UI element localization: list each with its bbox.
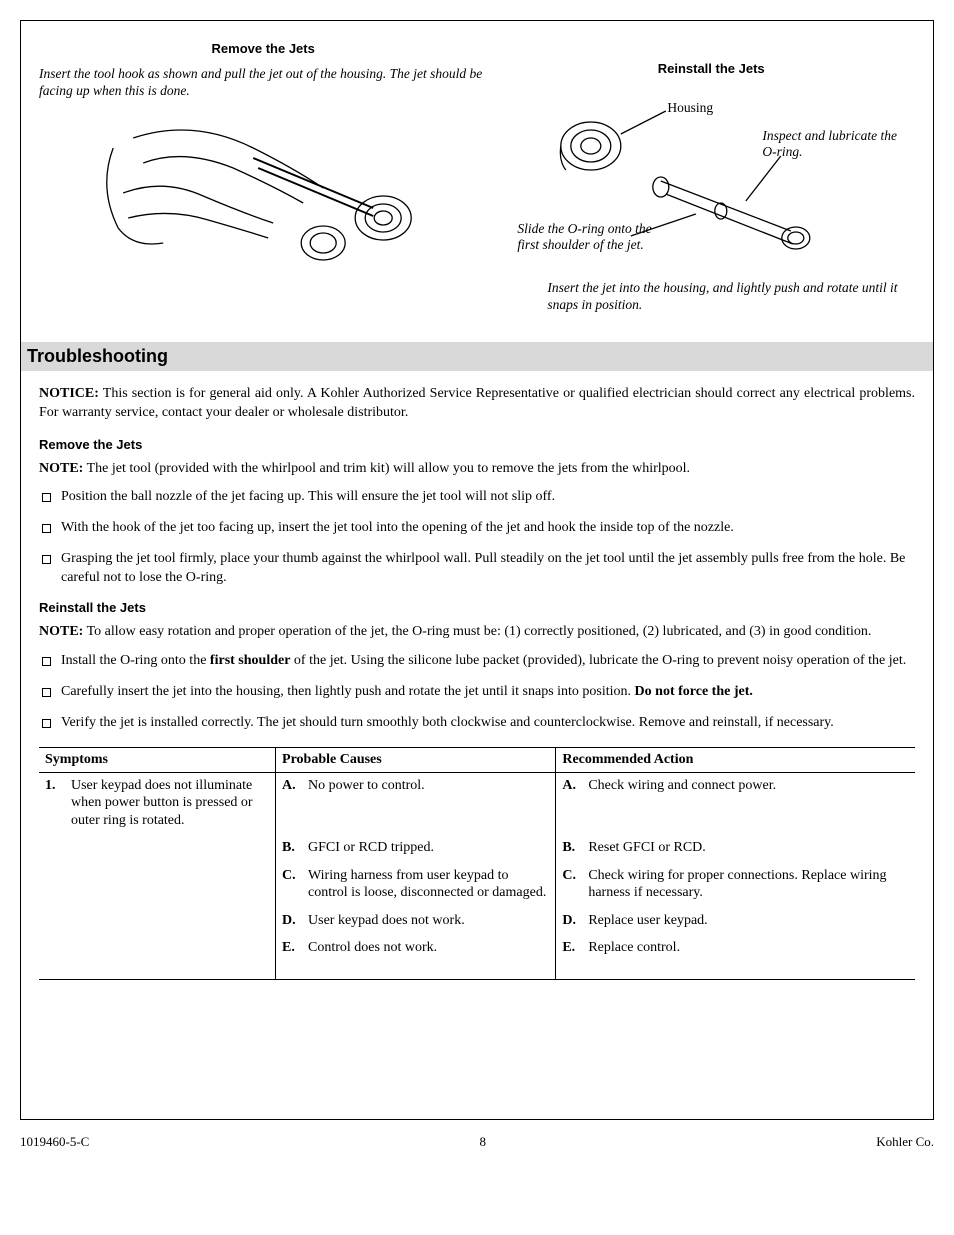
cause-marker: E. [282,939,300,957]
cause-text: Control does not work. [308,939,549,957]
action-marker: B. [562,839,580,857]
notice-paragraph: NOTICE: This section is for general aid … [39,385,915,423]
figure-caption-left: Insert the tool hook as shown and pull t… [39,66,487,100]
notice-label: NOTICE: [39,386,99,401]
footer-doc-number: 1019460-5-C [20,1134,89,1150]
cause-text: GFCI or RCD tripped. [308,839,549,857]
subhead-reinstall: Reinstall the Jets [39,600,915,615]
bullets-reinstall: Install the O-ring onto the first should… [39,652,915,733]
th-causes: Probable Causes [276,747,556,772]
list-item: Install the O-ring onto the first should… [39,652,915,671]
page-footer: 1019460-5-C 8 Kohler Co. [20,1134,934,1150]
figure-row: Remove the Jets Insert the tool hook as … [39,41,915,322]
label-inspect: Inspect and lubricate the O-ring. [762,128,902,160]
footer-company: Kohler Co. [876,1134,934,1150]
action-text: Check wiring and connect power. [588,777,909,795]
table-row: B. GFCI or RCD tripped. B. Reset GFCI or R… [39,835,915,863]
th-actions: Recommended Action [556,747,915,772]
action-marker: D. [562,912,580,930]
cell-action: A. Check wiring and connect power. [556,772,915,835]
document-page: Remove the Jets Insert the tool hook as … [20,20,934,1120]
bullet-bold: first shoulder [210,653,291,668]
table-row: C.Wiring harness from user keypad to con… [39,863,915,908]
figure-reinstall-jets: Reinstall the Jets [507,41,915,322]
list-item: With the hook of the jet too facing up, … [39,519,915,538]
action-marker: C. [562,867,580,902]
action-text: Replace control. [588,939,909,957]
note-remove: NOTE: The jet tool (provided with the wh… [39,460,915,479]
cause-marker: C. [282,867,300,902]
cause-marker: A. [282,777,300,795]
th-symptoms: Symptoms [39,747,276,772]
cause-marker: D. [282,912,300,930]
figure-remove-jets: Remove the Jets Insert the tool hook as … [39,41,487,322]
figure-title-right: Reinstall the Jets [507,61,915,76]
list-item: Position the ball nozzle of the jet faci… [39,488,915,507]
cell-cause: A. No power to control. [276,772,556,835]
action-marker: A. [562,777,580,795]
diagram-remove [39,108,487,278]
bullet-text: Install the O-ring onto the [61,653,210,668]
cell-symptom: 1. User keypad does not illuminate when … [39,772,276,835]
symptom-marker: 1. [45,777,63,830]
symptom-text: User keypad does not illuminate when pow… [71,777,269,830]
figure-caption-right: Insert the jet into the housing, and lig… [547,280,915,314]
list-item: Grasping the jet tool firmly, place your… [39,550,915,588]
action-text: Reset GFCI or RCD. [588,839,909,857]
label-slide: Slide the O-ring onto the first shoulder… [517,221,667,253]
figure-title-left: Remove the Jets [39,41,487,56]
note-reinstall: NOTE: To allow easy rotation and proper … [39,623,915,642]
troubleshooting-table: Symptoms Probable Causes Recommended Act… [39,747,915,980]
section-header-troubleshooting: Troubleshooting [21,342,933,371]
cause-marker: B. [282,839,300,857]
bullet-text: of the jet. Using the silicone lube pack… [290,653,906,668]
notice-text: This section is for general aid only. A … [39,386,915,420]
action-text: Replace user keypad. [588,912,909,930]
note-label-remove: NOTE: [39,461,83,476]
cause-text: No power to control. [308,777,549,795]
action-marker: E. [562,939,580,957]
remove-jet-illustration [39,108,487,278]
note-text-reinstall: To allow easy rotation and proper operat… [87,624,872,639]
table-row: E. Control does not work. E. Replace contr… [39,935,915,979]
diagram-reinstall: Housing Inspect and lubricate the O-ring… [507,86,915,276]
label-housing: Housing [667,100,713,116]
note-label-reinstall: NOTE: [39,624,83,639]
cause-text: User keypad does not work. [308,912,549,930]
list-item: Verify the jet is installed correctly. T… [39,714,915,733]
action-text: Check wiring for proper connections. Rep… [588,867,909,902]
table-header-row: Symptoms Probable Causes Recommended Act… [39,747,915,772]
bullet-text: Carefully insert the jet into the housin… [61,684,635,699]
list-item: Carefully insert the jet into the housin… [39,683,915,702]
bullet-text: Verify the jet is installed correctly. T… [61,715,834,730]
table-row: D. User keypad does not work. D. Replace u… [39,908,915,936]
table-row: 1. User keypad does not illuminate when … [39,772,915,835]
bullets-remove: Position the ball nozzle of the jet faci… [39,488,915,588]
note-text-remove: The jet tool (provided with the whirlpoo… [87,461,690,476]
bullet-bold: Do not force the jet. [635,684,753,699]
cause-text: Wiring harness from user keypad to contr… [308,867,549,902]
footer-page-number: 8 [480,1134,487,1150]
subhead-remove: Remove the Jets [39,437,915,452]
